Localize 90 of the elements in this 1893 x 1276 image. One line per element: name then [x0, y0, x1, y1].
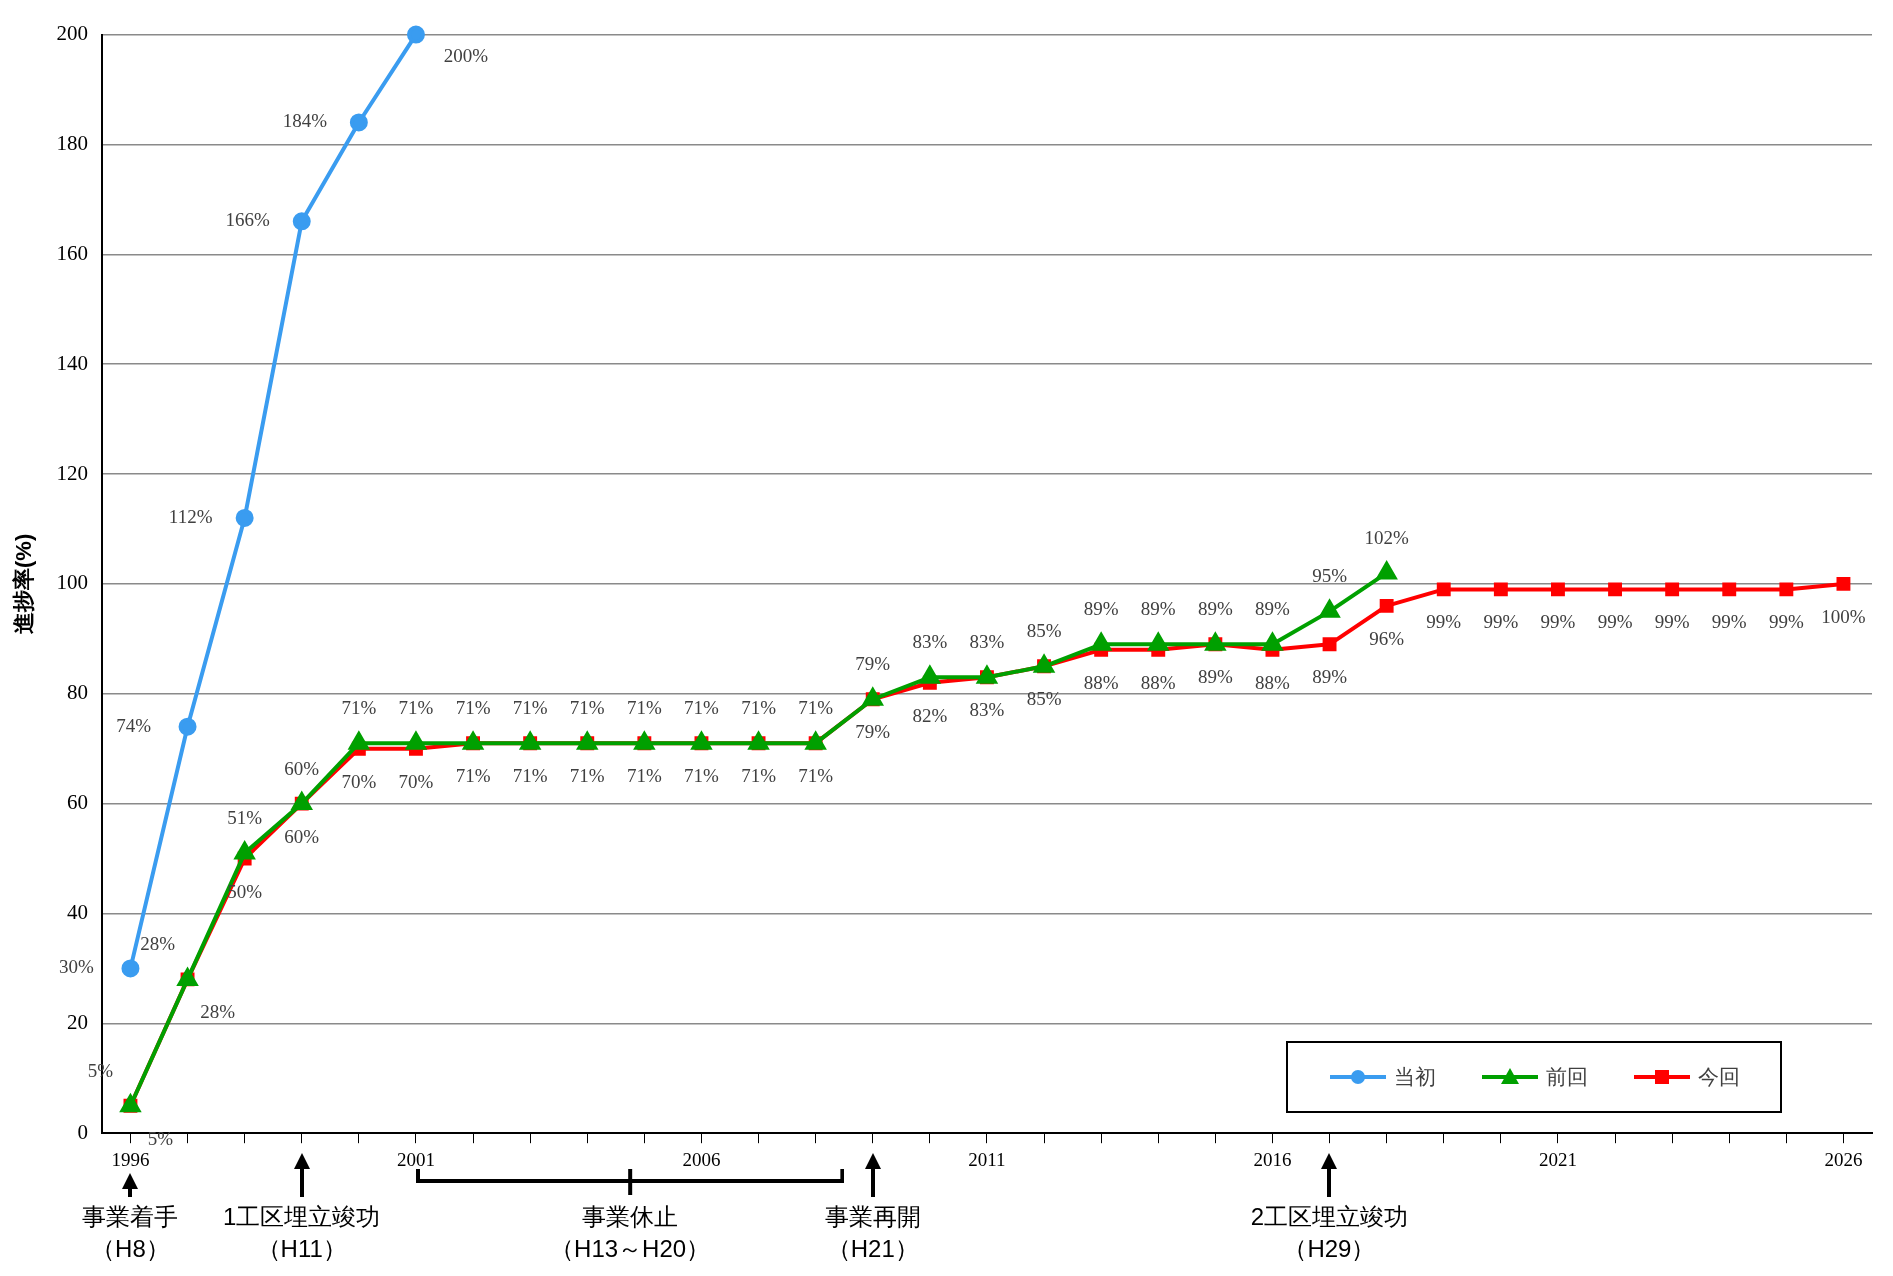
y-tick-label: 200: [56, 21, 88, 46]
data-label: 85%: [1026, 688, 1062, 710]
text: （H13～H20）: [549, 1234, 712, 1265]
text: 事業休止: [581, 1202, 680, 1233]
data-label: 30%: [59, 956, 95, 978]
data-label: 71%: [798, 697, 834, 719]
data-label: 89%: [1312, 666, 1348, 688]
text: 2工区埋立竣功: [1249, 1202, 1410, 1233]
data-label: 71%: [741, 765, 777, 787]
data-label: 71%: [626, 697, 662, 719]
data-label: 74%: [116, 714, 152, 736]
x-tick-label: 2006: [682, 1148, 721, 1170]
data-label: 95%: [1312, 565, 1348, 587]
y-tick-label: 160: [56, 240, 88, 265]
text: 事業再開: [823, 1202, 922, 1233]
data-label: 60%: [284, 825, 320, 847]
data-label: 28%: [200, 1001, 236, 1023]
data-label: 89%: [1083, 598, 1119, 620]
x-tick-label: 2001: [396, 1148, 435, 1170]
data-label: 71%: [455, 697, 491, 719]
data-label: 99%: [1483, 611, 1519, 633]
text: （H29）: [1282, 1234, 1377, 1265]
data-label: 70%: [341, 770, 377, 792]
data-label: 71%: [512, 697, 548, 719]
data-label: 71%: [798, 765, 834, 787]
data-label: 102%: [1364, 526, 1409, 548]
legend-label: 今回: [1698, 1064, 1740, 1091]
y-tick-label: 140: [56, 350, 88, 375]
data-label: 96%: [1369, 627, 1405, 649]
text: （H8）: [91, 1235, 170, 1263]
data-label: 89%: [1140, 598, 1176, 620]
data-label: 83%: [969, 631, 1005, 653]
data-label: 83%: [969, 699, 1005, 721]
data-label: 99%: [1426, 611, 1462, 633]
data-label: 112%: [168, 505, 213, 527]
y-tick-label: 80: [66, 680, 88, 705]
text: 事業着手: [82, 1203, 179, 1231]
text: （H21）: [825, 1234, 920, 1265]
legend-label: 前回: [1546, 1064, 1588, 1091]
y-tick-label: 180: [56, 130, 88, 155]
data-label: 85%: [1026, 620, 1062, 642]
data-label: 184%: [282, 110, 328, 132]
data-label: 99%: [1654, 611, 1690, 633]
text: 1工区埋立竣功: [223, 1203, 381, 1231]
data-label: 100%: [1821, 605, 1866, 627]
data-label: 99%: [1540, 611, 1576, 633]
data-label: 71%: [398, 697, 434, 719]
data-label: 99%: [1597, 611, 1633, 633]
data-label: 71%: [512, 765, 548, 787]
data-label: 200%: [443, 44, 489, 66]
data-label: 71%: [341, 697, 377, 719]
legend-label: 当初: [1394, 1064, 1436, 1091]
data-label: 99%: [1711, 611, 1747, 633]
data-label: 71%: [741, 697, 777, 719]
x-tick-label: 1996: [111, 1148, 150, 1170]
y-tick-label: 120: [56, 460, 88, 485]
y-tick-label: 20: [66, 1009, 88, 1034]
data-label: 51%: [227, 807, 263, 829]
data-label: 28%: [140, 933, 176, 955]
x-tick-label: 2026: [1824, 1148, 1863, 1170]
data-label: 89%: [1255, 598, 1291, 620]
y-tick-label: 100: [56, 570, 88, 595]
data-label: 71%: [569, 765, 605, 787]
x-tick-label: 2011: [968, 1148, 1006, 1170]
y-tick-label: 40: [66, 900, 88, 924]
data-label: 79%: [855, 653, 891, 675]
data-label: 89%: [1197, 666, 1233, 688]
data-label: 83%: [912, 631, 948, 653]
y-axis-title: 進捗率(%): [11, 533, 37, 635]
data-label: 89%: [1197, 598, 1233, 620]
data-label: 71%: [626, 765, 662, 787]
data-label: 70%: [398, 770, 434, 792]
data-label: 60%: [284, 757, 320, 779]
data-label: 88%: [1083, 671, 1119, 693]
data-label: 71%: [684, 765, 720, 787]
data-label: 166%: [225, 209, 271, 231]
data-label: 82%: [912, 704, 948, 726]
y-tick-label: 0: [77, 1119, 88, 1144]
data-label: 71%: [569, 697, 605, 719]
data-label: 71%: [684, 697, 720, 719]
text: （H11）: [256, 1235, 347, 1263]
data-label: 88%: [1255, 671, 1291, 693]
data-label: 5%: [147, 1127, 174, 1149]
x-tick-label: 2021: [1538, 1148, 1577, 1170]
y-tick-label: 60: [66, 790, 88, 815]
data-label: 79%: [855, 721, 891, 743]
x-tick-label: 2016: [1253, 1148, 1292, 1170]
data-label: 99%: [1768, 611, 1804, 633]
data-label: 71%: [455, 765, 491, 787]
data-label: 88%: [1140, 671, 1176, 693]
